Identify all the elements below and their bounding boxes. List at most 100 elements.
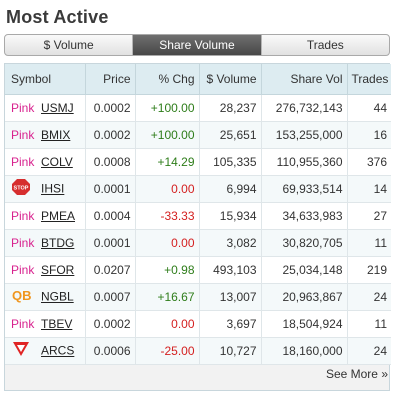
symbol-cell: Pink USMJ (5, 94, 86, 122)
pct-change-cell: +100.00 (135, 121, 200, 149)
pct-change-cell: -33.33 (135, 202, 200, 230)
share-volume-cell: 69,933,514 (261, 175, 348, 203)
column-header-dollar-volume[interactable]: $ Volume (199, 64, 262, 95)
trades-cell: 24 (347, 283, 391, 311)
symbol-cell: QB NGBL (5, 283, 86, 311)
price-cell: 0.0001 (85, 175, 136, 203)
table-row: QB NGBL 0.0007 +16.67 13,007 20,963,867 24 (5, 283, 391, 311)
symbol-cell: Pink BMIX (5, 121, 86, 149)
volume-tabs: $ Volume Share Volume Trades (4, 34, 390, 56)
table-row: Pink BTDG 0.0001 0.00 3,082 30,820,705 11 (5, 229, 391, 257)
symbol-cell: Pink BTDG (5, 229, 86, 257)
trades-cell: 219 (347, 256, 391, 284)
ticker-link[interactable]: ARCS (41, 343, 75, 358)
dollar-volume-cell: 13,007 (199, 283, 262, 311)
dollar-volume-cell: 10,727 (199, 337, 262, 365)
table-row: ARCS 0.0006 -25.00 10,727 18,160,000 24 (5, 337, 391, 365)
pink-tier-label: Pink (11, 154, 35, 169)
price-cell: 0.0002 (85, 94, 136, 122)
share-volume-cell: 30,820,705 (261, 229, 348, 257)
ticker-link[interactable]: PMEA (41, 208, 76, 223)
trades-cell: 27 (347, 202, 391, 230)
symbol-cell: Pink COLV (5, 148, 86, 176)
price-cell: 0.0006 (85, 337, 136, 365)
most-active-table: Symbol Price % Chg $ Volume Share Vol Tr… (4, 63, 391, 391)
pink-tier-label: Pink (11, 100, 35, 115)
pct-change-cell: 0.00 (135, 175, 200, 203)
column-header-pct-chg[interactable]: % Chg (135, 64, 200, 95)
svg-text:STOP: STOP (14, 186, 29, 192)
trades-cell: 16 (347, 121, 391, 149)
ticker-link[interactable]: BTDG (41, 235, 75, 250)
table-row: Pink BMIX 0.0002 +100.00 25,651 153,255,000 16 (5, 121, 391, 149)
dollar-volume-cell: 105,335 (199, 148, 262, 176)
ticker-link[interactable]: TBEV (41, 316, 73, 331)
ticker-link[interactable]: SFOR (41, 262, 75, 277)
ticker-link[interactable]: BMIX (41, 127, 71, 142)
page-title: Most Active (6, 7, 109, 27)
pink-tier-label: Pink (11, 235, 35, 250)
share-volume-cell: 276,732,143 (261, 94, 348, 122)
trades-cell: 376 (347, 148, 391, 176)
table-header-row: Symbol Price % Chg $ Volume Share Vol Tr… (5, 64, 391, 95)
pct-change-cell: 0.00 (135, 229, 200, 257)
table-row: STOP IHSI 0.0001 0.00 6,994 69,933,514 14 (5, 175, 391, 203)
price-cell: 0.0002 (85, 310, 136, 338)
price-cell: 0.0008 (85, 148, 136, 176)
ticker-link[interactable]: IHSI (41, 181, 65, 196)
pct-change-cell: +16.67 (135, 283, 200, 311)
price-cell: 0.0004 (85, 202, 136, 230)
share-volume-cell: 110,955,360 (261, 148, 348, 176)
share-volume-cell: 18,160,000 (261, 337, 348, 365)
symbol-cell: Pink PMEA (5, 202, 86, 230)
table-row: Pink SFOR 0.0207 +0.98 493,103 25,034,148 219 (5, 256, 391, 284)
table-row: Pink PMEA 0.0004 -33.33 15,934 34,633,983 27 (5, 202, 391, 230)
expert-market-icon (11, 341, 41, 360)
share-volume-cell: 25,034,148 (261, 256, 348, 284)
tab-share-volume[interactable]: Share Volume (133, 35, 262, 55)
dollar-volume-cell: 15,934 (199, 202, 262, 230)
trades-cell: 11 (347, 229, 391, 257)
dollar-volume-cell: 493,103 (199, 256, 262, 284)
pct-change-cell: -25.00 (135, 337, 200, 365)
ticker-link[interactable]: USMJ (41, 100, 74, 115)
share-volume-cell: 34,633,983 (261, 202, 348, 230)
ticker-link[interactable]: COLV (41, 154, 73, 169)
price-cell: 0.0001 (85, 229, 136, 257)
pct-change-cell: +14.29 (135, 148, 200, 176)
pct-change-cell: +100.00 (135, 94, 200, 122)
share-volume-cell: 20,963,867 (261, 283, 348, 311)
pct-change-cell: 0.00 (135, 310, 200, 338)
symbol-cell: Pink TBEV (5, 310, 86, 338)
trades-cell: 44 (347, 94, 391, 122)
table-row: Pink COLV 0.0008 +14.29 105,335 110,955,360 37… (5, 148, 391, 176)
share-volume-cell: 18,504,924 (261, 310, 348, 338)
column-header-price[interactable]: Price (85, 64, 136, 95)
tab-dollar-volume[interactable]: $ Volume (5, 35, 134, 55)
qb-tier-icon: QB (11, 287, 41, 306)
pink-tier-label: Pink (11, 208, 35, 223)
dollar-volume-cell: 6,994 (199, 175, 262, 203)
ticker-link[interactable]: NGBL (41, 289, 74, 304)
dollar-volume-cell: 25,651 (199, 121, 262, 149)
pct-change-cell: +0.98 (135, 256, 200, 284)
dollar-volume-cell: 3,082 (199, 229, 262, 257)
tab-trades[interactable]: Trades (306, 38, 344, 52)
trades-cell: 24 (347, 337, 391, 365)
column-header-trades[interactable]: Trades (347, 64, 391, 95)
price-cell: 0.0007 (85, 283, 136, 311)
column-header-symbol[interactable]: Symbol (5, 64, 86, 95)
symbol-cell: Pink SFOR (5, 256, 86, 284)
price-cell: 0.0207 (85, 256, 136, 284)
dollar-volume-cell: 28,237 (199, 94, 262, 122)
table-row: Pink TBEV 0.0002 0.00 3,697 18,504,924 11 (5, 310, 391, 338)
pink-tier-label: Pink (11, 127, 35, 142)
stop-sign-icon: STOP (11, 179, 41, 198)
price-cell: 0.0002 (85, 121, 136, 149)
see-more-link[interactable]: See More » (325, 367, 388, 381)
column-header-share-vol[interactable]: Share Vol (261, 64, 348, 95)
pink-tier-label: Pink (11, 262, 35, 277)
symbol-cell: STOP IHSI (5, 175, 86, 203)
pink-tier-label: Pink (11, 316, 35, 331)
share-volume-cell: 153,255,000 (261, 121, 348, 149)
